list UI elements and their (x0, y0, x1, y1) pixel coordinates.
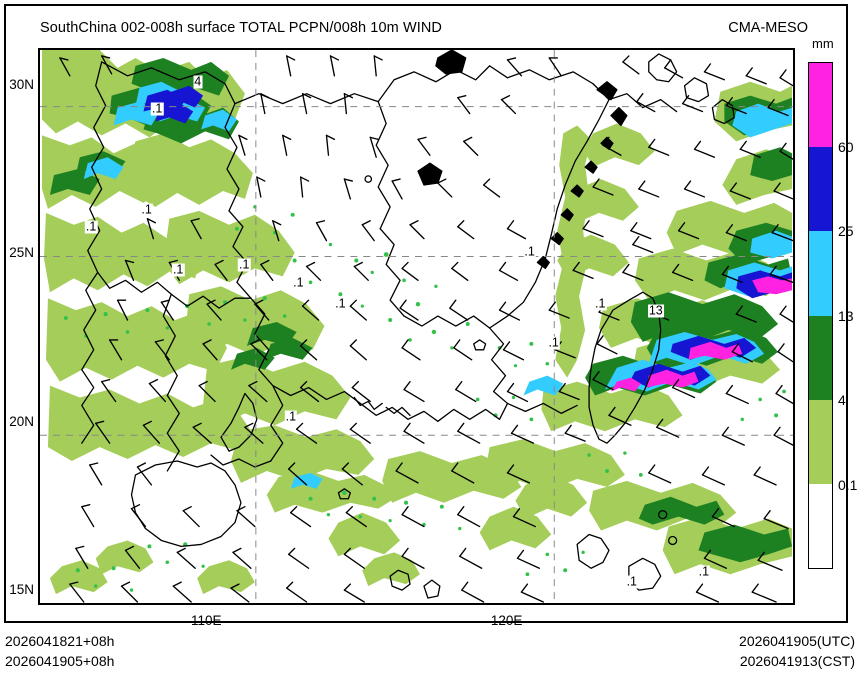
colorbar-tick-13: 13 (838, 307, 854, 324)
contour-label: .1 (84, 219, 98, 234)
contour-label: 4 (193, 74, 203, 89)
colorbar-segment (809, 63, 832, 148)
y-tick-25n: 25N (9, 245, 34, 261)
colorbar[interactable] (808, 62, 833, 569)
colorbar-segment (809, 483, 832, 568)
contour-label: .1 (150, 101, 164, 116)
colorbar-unit-label: mm (812, 36, 834, 51)
y-tick-15n: 15N (9, 581, 34, 597)
map-canvas (40, 50, 793, 603)
wind-barbs (59, 55, 793, 603)
colorbar-tick-25: 25 (838, 223, 854, 239)
contour-label: .1 (292, 275, 305, 290)
map-plot-area[interactable]: 4 .1 .1 .1 .1 .1 .1 .1 .1 13 .1 .1 .1 .1 .1 (38, 48, 795, 605)
y-tick-30n: 30N (9, 77, 34, 93)
contour-label: .1 (140, 202, 153, 217)
contour-label: .1 (238, 257, 251, 272)
footer-utc-time: 2026041905(UTC) (739, 633, 855, 649)
colorbar-tick-60: 60 (838, 138, 854, 155)
colorbar-segment (809, 231, 832, 316)
footer-cst-time: 2026041913(CST) (739, 653, 855, 669)
y-tick-20n: 20N (9, 413, 34, 429)
contour-label: 13 (647, 303, 664, 318)
contour-label: .1 (547, 335, 560, 350)
contour-label: .1 (171, 262, 185, 277)
page-title: SouthChina 002-008h surface TOTAL PCPN/0… (40, 20, 443, 36)
footer-init-time: 2026041821+08h (5, 633, 115, 649)
contour-label: .1 (523, 244, 536, 259)
contour-label: .1 (334, 296, 347, 311)
colorbar-tick-0p1: 0.1 (838, 476, 858, 493)
contour-label: .1 (697, 564, 711, 579)
colorbar-segment (809, 399, 832, 484)
map-coastlines (81, 50, 735, 599)
colorbar-tick-4: 4 (838, 392, 846, 408)
contour-label: .1 (284, 409, 298, 424)
precip-speckle (63, 205, 786, 592)
contour-label: .1 (594, 296, 607, 311)
map-gridlines (40, 50, 793, 603)
colorbar-segment (809, 147, 832, 232)
x-tick-110e: 110E (190, 613, 222, 628)
colorbar-segment (809, 315, 832, 400)
x-tick-120e: 120E (490, 613, 523, 628)
contour-label: .1 (625, 574, 638, 589)
model-tag: CMA-MESO (728, 20, 808, 36)
precip-level-60 (610, 276, 793, 392)
footer-valid-time: 2026041905+08h (5, 653, 115, 669)
